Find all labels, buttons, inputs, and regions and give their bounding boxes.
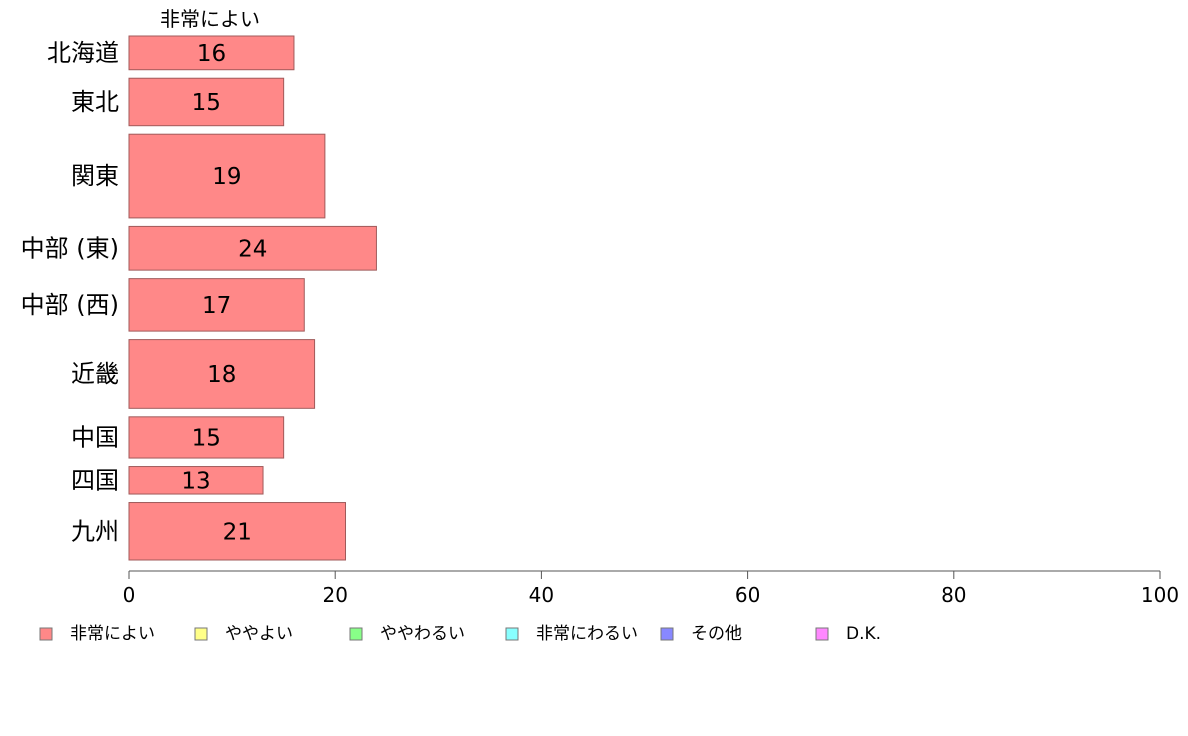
- bar-7-0: [128, 466, 264, 495]
- category-label: 九州: [71, 517, 119, 545]
- legend-label: その他: [691, 624, 742, 644]
- category-label: 関東: [71, 162, 119, 190]
- data-label: 21: [223, 519, 252, 545]
- legend-swatch: [505, 627, 519, 641]
- legend-swatch: [815, 627, 829, 641]
- bar-5-0: [128, 339, 316, 409]
- legend-swatch: [349, 627, 363, 641]
- data-label: 15: [192, 90, 221, 116]
- category-label: 近畿: [71, 360, 119, 388]
- legend-swatch: [39, 627, 53, 641]
- legend-label: 非常にわるい: [536, 624, 638, 644]
- data-label: 13: [181, 468, 210, 494]
- category-label: 北海道: [47, 39, 119, 67]
- category-label: 中国: [71, 423, 119, 451]
- data-label: 18: [207, 362, 236, 388]
- bar-2-0: [128, 133, 326, 219]
- data-label: 15: [192, 425, 221, 451]
- bar-6-0: [128, 416, 285, 459]
- bar-3-0: [128, 225, 377, 271]
- x-tick-label: 100: [1141, 583, 1179, 607]
- bars-layer: 北海道 16 東北 15 関東 19 中部 (東) 24 中部 (西) 17 近畿 18 中国 15 四国 1…: [21, 35, 377, 561]
- bar-4-0: [128, 278, 305, 332]
- legend-swatch: [660, 627, 674, 641]
- category-label: 東北: [71, 88, 119, 116]
- legend: 非常によい ややよい ややわるい 非常にわるい その他 D.K.: [39, 624, 881, 644]
- data-label: 16: [197, 41, 226, 67]
- legend-label: D.K.: [846, 624, 881, 644]
- x-tick-label: 80: [941, 583, 966, 607]
- legend-label: ややわるい: [380, 624, 465, 644]
- series-header-label: 非常によい: [160, 7, 260, 31]
- data-label: 24: [238, 236, 267, 262]
- category-label: 中部 (西): [21, 291, 119, 319]
- legend-swatch: [194, 627, 208, 641]
- legend-label: ややよい: [225, 624, 293, 644]
- x-tick-label: 40: [529, 583, 554, 607]
- x-tick-label: 60: [735, 583, 760, 607]
- bar-1-0: [128, 77, 285, 127]
- category-label: 四国: [71, 466, 119, 494]
- x-tick-label: 0: [123, 583, 136, 607]
- legend-label: 非常によい: [70, 624, 155, 644]
- x-tick-label: 20: [322, 583, 347, 607]
- data-label: 17: [202, 293, 231, 319]
- data-label: 19: [212, 164, 241, 190]
- bar-8-0: [128, 502, 347, 561]
- x-axis: 0 20 40 60 80 100: [123, 570, 1179, 607]
- category-label: 中部 (東): [21, 234, 119, 262]
- bar-0-0: [128, 35, 295, 71]
